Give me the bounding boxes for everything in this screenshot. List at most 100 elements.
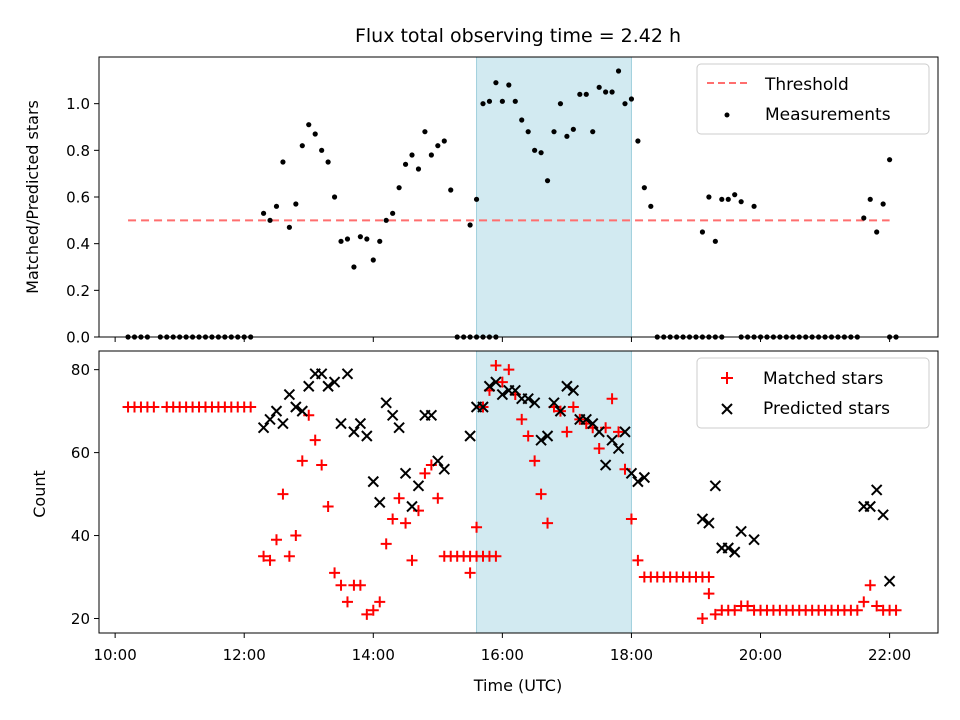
- predicted-stars-point: [406, 500, 418, 513]
- predicted-stars-point: [257, 422, 270, 434]
- predicted-stars-point: [322, 380, 334, 392]
- measurements-point: [706, 194, 712, 200]
- measurements-point: [357, 234, 363, 240]
- matched-stars-point: [361, 608, 373, 620]
- measurements-point: [273, 203, 280, 209]
- matched-stars-point: [535, 488, 547, 500]
- matched-stars-point: [387, 513, 399, 525]
- matched-stars-point: [400, 517, 412, 529]
- matched-stars-legend-label: Matched stars: [763, 369, 883, 389]
- y-tick-label: 80: [71, 361, 90, 379]
- measurements-point: [532, 147, 538, 153]
- predicted-stars-point: [296, 405, 309, 417]
- x-tick-label: 20:00: [739, 646, 782, 664]
- measurements-point: [286, 224, 292, 230]
- measurements-point: [415, 166, 422, 172]
- matched-stars-point: [270, 534, 282, 546]
- measurements-point: [564, 133, 570, 139]
- measurements-point: [886, 157, 893, 163]
- matched-stars-point: [871, 600, 883, 612]
- matched-stars-point: [503, 364, 515, 376]
- predicted-stars-point: [877, 509, 889, 521]
- measurements-point: [299, 143, 305, 149]
- threshold-legend-label: Threshold: [764, 75, 849, 95]
- measurements-point: [538, 150, 544, 156]
- matched-stars-point: [322, 501, 334, 513]
- predicted-stars-point: [399, 467, 412, 480]
- measurements-point: [557, 101, 564, 107]
- bottom-legend-box: [696, 357, 930, 429]
- matched-stars-point: [703, 571, 715, 583]
- measurements-point: [435, 143, 441, 149]
- measurements-point: [338, 238, 344, 244]
- measurements-point: [622, 101, 628, 107]
- predicted-stars-point: [438, 463, 450, 475]
- matched-stars-point: [490, 360, 502, 372]
- predicted-stars-point: [328, 376, 341, 388]
- matched-stars-point: [542, 517, 554, 529]
- measurements-point: [577, 91, 583, 97]
- predicted-stars-point: [290, 401, 302, 413]
- predicted-stars-point: [386, 409, 399, 421]
- matched-stars-point: [309, 434, 321, 446]
- y-tick-label: 40: [71, 527, 90, 545]
- top-y-axis-label: Matched/Predicted stars: [23, 100, 42, 294]
- predicted-stars-point: [554, 405, 567, 417]
- predicted-stars-point: [264, 413, 276, 426]
- predicted-stars-point: [528, 397, 541, 409]
- matched-stars-point: [864, 579, 876, 591]
- matched-stars-point: [316, 459, 328, 471]
- predicted-stars-point: [335, 417, 347, 430]
- predicted-stars-legend-symbol: [721, 403, 733, 415]
- measurements-point: [615, 68, 622, 74]
- bottom-y-axis-label: Count: [30, 470, 49, 518]
- measurements-point: [260, 210, 267, 216]
- matched-stars-point: [729, 604, 741, 616]
- matched-stars-point: [632, 554, 644, 566]
- predicted-stars-point: [361, 430, 373, 442]
- measurements-point: [861, 215, 867, 221]
- matched-stars-point: [354, 579, 366, 591]
- matched-stars-point: [264, 554, 276, 566]
- matched-stars-point: [374, 596, 386, 608]
- measurements-point: [880, 201, 886, 207]
- predicted-stars-point: [412, 480, 425, 492]
- matched-stars-point: [490, 550, 502, 562]
- measurements-point: [293, 201, 299, 207]
- predicted-stars-point: [599, 459, 612, 471]
- measurements-point: [699, 229, 706, 235]
- matched-stars-point: [529, 455, 541, 467]
- x-tick-label: 10:00: [94, 646, 137, 664]
- matched-stars-point: [329, 567, 341, 579]
- predicted-stars-point: [593, 426, 605, 438]
- measurements-point: [493, 80, 499, 86]
- measurements-point: [596, 84, 602, 90]
- predicted-stars-point: [748, 533, 760, 546]
- matched-stars-point: [696, 612, 708, 624]
- measurements-point: [603, 89, 609, 95]
- matched-stars-point: [335, 579, 347, 591]
- predicted-stars-point: [425, 409, 438, 421]
- predicted-stars-point: [612, 442, 625, 455]
- top-legend-box: [696, 63, 930, 135]
- matched-stars-point: [471, 521, 483, 533]
- measurements-point: [306, 122, 312, 128]
- matched-stars-point: [406, 554, 418, 566]
- x-tick-label: 14:00: [352, 646, 395, 664]
- matched-stars-point: [858, 596, 870, 608]
- x-tick-label: 12:00: [223, 646, 266, 664]
- predicted-stars-point: [541, 430, 554, 442]
- measurements-point: [280, 159, 286, 165]
- predicted-stars-point: [483, 380, 496, 392]
- x-tick-label: 18:00: [610, 646, 653, 664]
- predicted-stars-point: [464, 430, 476, 442]
- predicted-stars-point: [548, 397, 560, 409]
- predicted-stars-point: [883, 575, 896, 587]
- predicted-stars-point: [303, 380, 315, 392]
- measurements-point: [441, 138, 447, 144]
- measurements-point: [351, 264, 357, 270]
- matched-stars-point: [341, 596, 353, 608]
- predicted-stars-point: [709, 480, 722, 492]
- measurements-point: [712, 238, 718, 244]
- matched-stars-point: [625, 513, 637, 525]
